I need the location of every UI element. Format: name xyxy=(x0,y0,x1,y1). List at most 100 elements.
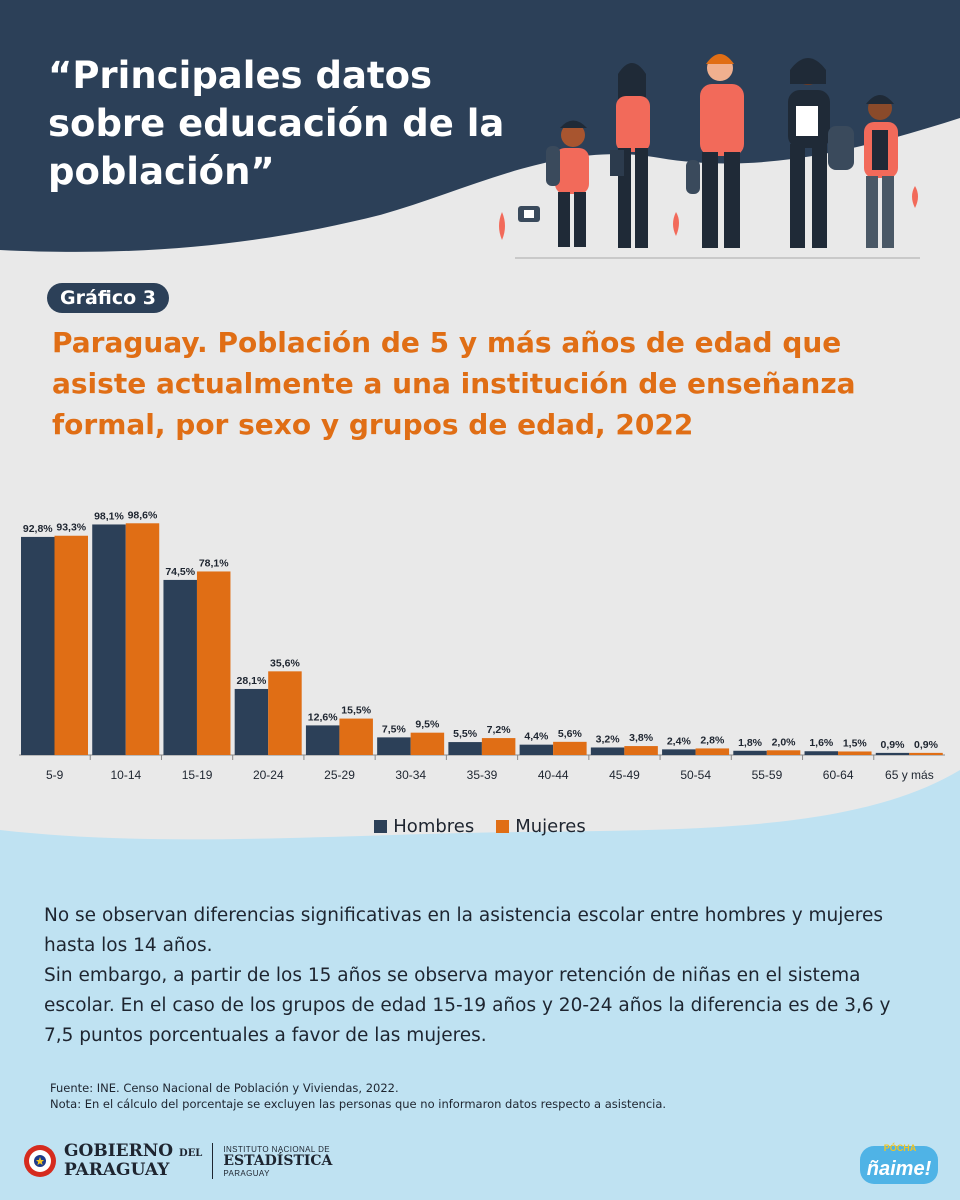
data-label-mujeres-55-59: 2,0% xyxy=(772,736,797,748)
x-tick-label: 65 y más xyxy=(885,768,934,782)
students-illustration xyxy=(499,54,920,259)
bar-chart: 92,8% 93,3% 5-9 98,1% 98,6% 10-14 74,5% 78,1% 15… xyxy=(19,509,945,782)
bar-mujeres-65 y más xyxy=(909,752,943,755)
bar-hombres-35-39 xyxy=(448,742,482,755)
data-label-mujeres-5-9: 93,3% xyxy=(56,522,86,534)
data-label-hombres-15-19: 74,5% xyxy=(165,566,195,578)
note-line: Nota: En el cálculo del porcentaje se ex… xyxy=(50,1097,667,1111)
x-tick-label: 40-44 xyxy=(538,768,569,782)
x-tick-label: 50-54 xyxy=(680,768,711,782)
gov-line-1: GOBIERNO xyxy=(64,1141,174,1161)
bar-mujeres-30-34 xyxy=(410,732,445,755)
bar-hombres-50-54 xyxy=(662,749,696,755)
data-label-hombres-50-54: 2,4% xyxy=(667,735,692,747)
x-tick-label: 5-9 xyxy=(46,768,64,782)
footer-band xyxy=(0,770,960,1200)
bar-mujeres-60-64 xyxy=(838,751,872,755)
bar-hombres-5-9 xyxy=(21,536,55,755)
government-seal-icon xyxy=(24,1145,56,1177)
government-wordmark: GOBIERNO DEL PARAGUAY xyxy=(64,1143,202,1179)
naime-big-text: ñaime! xyxy=(867,1158,932,1180)
legend-swatch-hombres xyxy=(374,820,388,833)
data-label-mujeres-15-19: 78,1% xyxy=(199,557,229,569)
bar-mujeres-35-39 xyxy=(481,738,516,755)
data-label-mujeres-35-39: 7,2% xyxy=(487,724,512,736)
x-tick-label: 60-64 xyxy=(823,768,854,782)
data-label-hombres-30-34: 7,5% xyxy=(382,723,407,735)
legend-label-mujeres: Mujeres xyxy=(515,816,586,837)
ine-line-2: ESTADÍSTICA xyxy=(223,1152,333,1169)
x-tick-label: 20-24 xyxy=(253,768,284,782)
analysis-paragraph-1: No se observan diferencias significativa… xyxy=(44,905,884,956)
bar-hombres-20-24 xyxy=(234,688,269,755)
data-label-hombres-5-9: 92,8% xyxy=(23,523,53,535)
bar-hombres-40-44 xyxy=(519,744,554,755)
data-label-mujeres-25-29: 15,5% xyxy=(341,705,371,717)
ine-line-1: INSTITUTO NACIONAL DE xyxy=(223,1144,330,1154)
student-2-figure xyxy=(610,63,650,248)
chart-number-badge: Gráfico 3 xyxy=(47,283,170,313)
data-label-hombres-40-44: 4,4% xyxy=(524,731,549,743)
x-tick-label: 15-19 xyxy=(182,768,213,782)
data-label-mujeres-40-44: 5,6% xyxy=(558,728,583,740)
x-tick-label: 10-14 xyxy=(110,768,141,782)
bar-hombres-60-64 xyxy=(804,751,839,755)
data-label-hombres-65 y más: 0,9% xyxy=(881,739,906,751)
student-4-figure xyxy=(788,58,854,248)
logo-separator xyxy=(212,1143,214,1179)
bar-mujeres-40-44 xyxy=(553,741,587,755)
ine-wordmark: INSTITUTO NACIONAL DE ESTADÍSTICA PARAGU… xyxy=(223,1145,332,1178)
bar-hombres-10-14 xyxy=(92,524,126,755)
naime-small-text: PÓCHA xyxy=(884,1142,917,1153)
ine-line-3: PARAGUAY xyxy=(223,1168,270,1178)
gov-del: DEL xyxy=(179,1148,203,1159)
government-logo: GOBIERNO DEL PARAGUAY INSTITUTO NACIONAL… xyxy=(22,1143,332,1179)
bar-hombres-65 y más xyxy=(875,752,910,755)
data-label-mujeres-50-54: 2,8% xyxy=(700,734,725,746)
bar-hombres-15-19 xyxy=(163,579,197,755)
x-tick-label: 35-39 xyxy=(467,768,498,782)
data-label-hombres-35-39: 5,5% xyxy=(453,728,478,740)
data-label-hombres-20-24: 28,1% xyxy=(237,675,267,687)
bar-mujeres-45-49 xyxy=(624,746,658,755)
legend-item-hombres: Hombres xyxy=(374,816,474,837)
data-label-mujeres-60-64: 1,5% xyxy=(843,737,868,749)
bar-hombres-45-49 xyxy=(590,747,625,755)
data-label-mujeres-65 y más: 0,9% xyxy=(914,739,939,751)
data-label-hombres-45-49: 3,2% xyxy=(596,733,621,745)
headline: “Principales datos sobre educación de la… xyxy=(48,54,505,193)
data-label-mujeres-20-24: 35,6% xyxy=(270,657,300,669)
naime-logo: PÓCHA ñaime! xyxy=(860,1142,938,1184)
data-label-mujeres-45-49: 3,8% xyxy=(629,732,654,744)
legend-label-hombres: Hombres xyxy=(393,816,475,837)
student-3-figure xyxy=(686,54,744,248)
bar-mujeres-20-24 xyxy=(268,671,302,755)
student-5-figure xyxy=(864,95,898,248)
bar-mujeres-15-19 xyxy=(196,571,231,755)
data-label-hombres-60-64: 1,6% xyxy=(809,737,834,749)
analysis-text: No se observan diferencias significativa… xyxy=(44,901,924,1051)
x-tick-label: 55-59 xyxy=(752,768,783,782)
bar-mujeres-25-29 xyxy=(339,718,373,755)
x-tick-label: 30-34 xyxy=(395,768,426,782)
bar-hombres-55-59 xyxy=(733,750,767,755)
source-line: Fuente: INE. Censo Nacional de Población… xyxy=(50,1081,399,1095)
legend-item-mujeres: Mujeres xyxy=(496,816,586,837)
student-1-figure xyxy=(518,120,589,247)
analysis-paragraph-2: Sin embargo, a partir de los 15 años se … xyxy=(44,965,891,1046)
bar-mujeres-5-9 xyxy=(54,535,88,755)
bar-hombres-25-29 xyxy=(305,725,340,755)
chart-title: Paraguay. Población de 5 y más años de e… xyxy=(52,326,856,441)
data-label-hombres-10-14: 98,1% xyxy=(94,510,124,522)
source-notes: Fuente: INE. Censo Nacional de Población… xyxy=(50,1080,930,1112)
gov-line-2: PARAGUAY xyxy=(64,1160,170,1180)
bar-hombres-30-34 xyxy=(377,737,411,755)
x-tick-label: 25-29 xyxy=(324,768,355,782)
bar-mujeres-50-54 xyxy=(695,748,730,755)
bar-mujeres-10-14 xyxy=(125,523,160,755)
bar-mujeres-55-59 xyxy=(766,750,801,755)
data-label-hombres-55-59: 1,8% xyxy=(738,737,763,749)
data-label-mujeres-30-34: 9,5% xyxy=(415,719,440,731)
data-label-mujeres-10-14: 98,6% xyxy=(128,509,158,521)
x-tick-label: 45-49 xyxy=(609,768,640,782)
